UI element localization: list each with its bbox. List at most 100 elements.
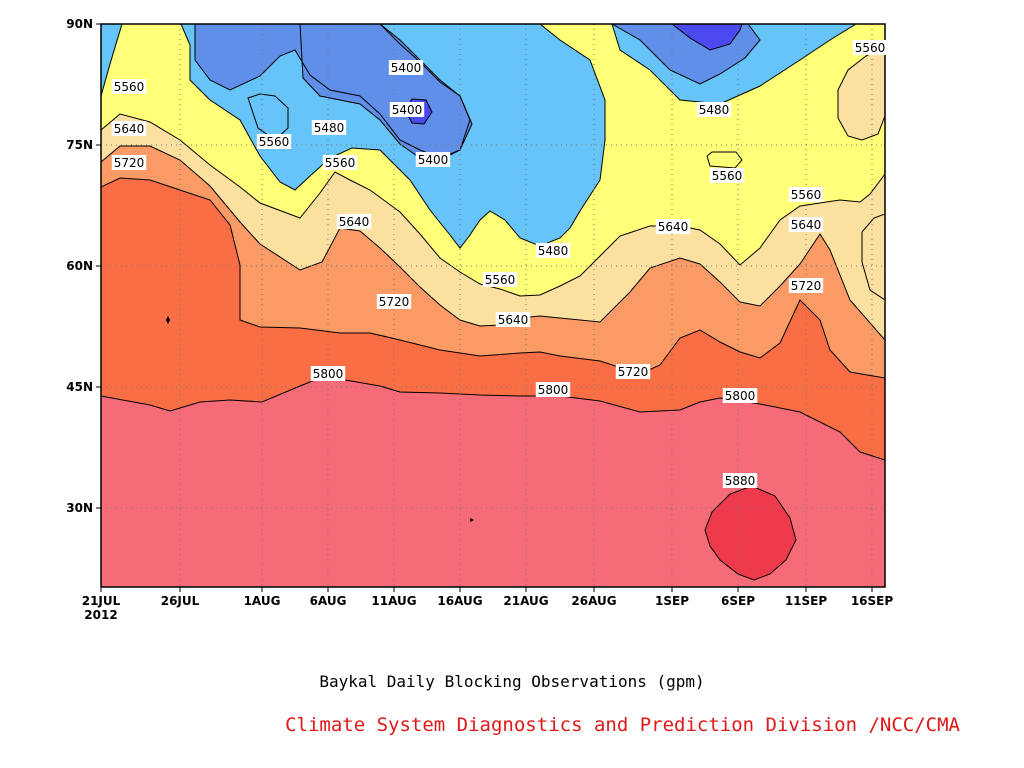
contour-label-bg (788, 217, 824, 232)
x-tick-label: 1SEP (655, 594, 689, 608)
contour-label-bg (722, 388, 758, 403)
y-axis: 30N 45N 60N 75N 90N (66, 17, 101, 515)
contour-label: 5560 (855, 41, 886, 55)
contour-line-14 (706, 151, 743, 169)
contour-label-bg (655, 219, 691, 234)
x-tick-label: 6SEP (721, 594, 755, 608)
contour-label-bg (852, 40, 888, 55)
x-tick-label: 11AUG (371, 594, 416, 608)
credit-text: Climate System Diagnostics and Predictio… (285, 714, 960, 736)
contour-label: 5560 (485, 273, 516, 287)
contour-line-3 (101, 113, 885, 297)
contour-label: 5640 (339, 215, 370, 229)
contour-label-bg (415, 152, 451, 167)
contour-label: 5480 (699, 103, 730, 117)
artifact-a (166, 316, 170, 324)
plot-border (100, 23, 886, 588)
x-tick-label: 1AUG (244, 594, 281, 608)
contour-label-bg (615, 364, 651, 379)
y-tick-label: 30N (66, 501, 93, 515)
contour-label: 5400 (391, 61, 422, 75)
contour-line-4 (101, 24, 885, 249)
contour-label-bg (696, 102, 732, 117)
contour-line-8 (610, 24, 761, 85)
x-tick-label: 21AUG (503, 594, 548, 608)
contour-label: 5400 (418, 153, 449, 167)
contour-label: 5640 (114, 122, 145, 136)
y-tick-label: 60N (66, 259, 93, 273)
x-tick-label: 16SEP (851, 594, 894, 608)
contour-label: 5640 (658, 220, 689, 234)
contour-label: 5720 (114, 156, 145, 170)
x-year-label: 2012 (84, 608, 117, 622)
contour-label: 5800 (725, 389, 756, 403)
contour-label: 5640 (498, 313, 529, 327)
fill-5880-band (101, 378, 885, 587)
contour-label: 5720 (791, 279, 822, 293)
fill-5480 (101, 24, 885, 248)
contour-fills (101, 24, 885, 587)
contour-label: 5480 (314, 121, 345, 135)
contour-line-9 (404, 98, 433, 125)
contour-label-bg (535, 382, 571, 397)
fill-5720-cell (862, 214, 885, 300)
contour-label-bg (111, 121, 147, 136)
contour-label: 5560 (325, 156, 356, 170)
contour-label-bg (336, 214, 372, 229)
contour-line-11 (704, 485, 797, 581)
contour-label-bg (389, 102, 425, 117)
contour-label: 5640 (791, 218, 822, 232)
contour-label: 5560 (712, 169, 743, 183)
contour-line-5 (194, 24, 471, 159)
contour-line-10 (671, 24, 743, 51)
x-tick-label: 16AUG (437, 594, 482, 608)
contour-line-0 (101, 377, 885, 461)
fill-5640-small (707, 152, 742, 168)
contour-label-bg (788, 278, 824, 293)
contour-label: 5800 (313, 367, 344, 381)
contour-label-bg (482, 272, 518, 287)
contour-label: 5720 (618, 365, 649, 379)
contour-label-bg (322, 155, 358, 170)
contour-label-bg (311, 120, 347, 135)
x-tick-label: 11SEP (785, 594, 828, 608)
plot-frame (100, 23, 886, 588)
contour-label: 5800 (538, 383, 569, 397)
contour-label-bg (722, 473, 758, 488)
contour-label: 5400 (392, 103, 423, 117)
contour-label: 5560 (114, 80, 145, 94)
contour-label-bg (111, 155, 147, 170)
contour-line-1 (101, 177, 885, 379)
contour-label-bg (388, 60, 424, 75)
contour-label: 5720 (379, 295, 410, 309)
contour-label-bg (111, 79, 147, 94)
contour-label-bg (310, 366, 346, 381)
contour-label-bg (495, 312, 531, 327)
x-tick-label: 26AUG (571, 594, 616, 608)
y-tick-label: 75N (66, 138, 93, 152)
contour-line-13 (861, 213, 885, 301)
x-tick-label: 6AUG (310, 594, 347, 608)
contour-labels: 5560 5640 5720 5400 5480 5560 5400 5400 5640 5720… (111, 40, 888, 488)
contour-label-bg (788, 187, 824, 202)
contour-label-bg (376, 294, 412, 309)
chart-title: Baykal Daily Blocking Observations (gpm) (319, 672, 705, 691)
contour-label-bg (709, 168, 745, 183)
fill-5320-b (672, 24, 742, 50)
artifact-b (470, 518, 474, 522)
y-tick-label: 90N (66, 17, 93, 31)
fill-5400-c (300, 24, 472, 160)
contour-label-bg (256, 134, 292, 149)
fill-5880-cell (705, 486, 796, 580)
contour-label: 5560 (259, 135, 290, 149)
fill-5640-cell (838, 46, 885, 140)
contour-label: 5480 (538, 244, 569, 258)
y-tick-label: 45N (66, 380, 93, 394)
contour-line-12 (837, 45, 885, 141)
x-tick-label: 21JUL (82, 594, 121, 608)
contour-label-bg (535, 243, 571, 258)
x-axis: 21JUL 26JUL 1AUG 6AUG 11AUG 16AUG 21AUG 26AUG 1S… (82, 587, 894, 622)
x-tick-label: 26JUL (161, 594, 200, 608)
contour-label: 5880 (725, 474, 756, 488)
